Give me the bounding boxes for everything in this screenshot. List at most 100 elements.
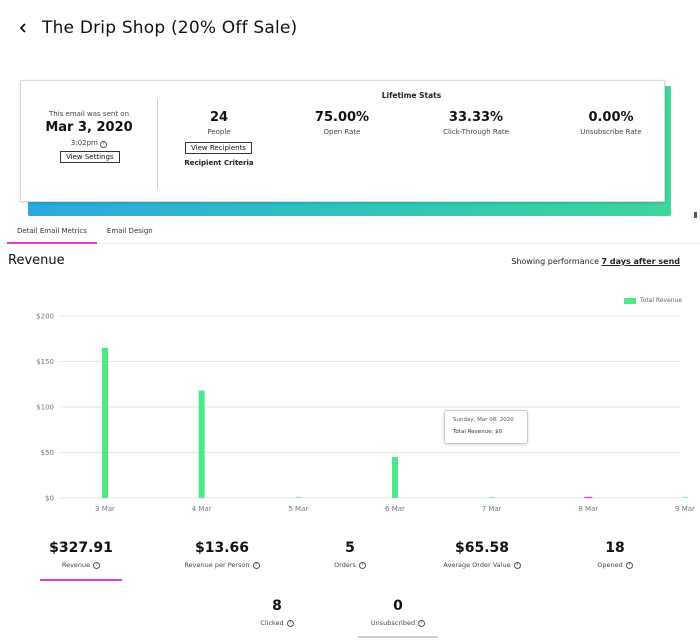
stat-click-through-rate: 33.33% Click-Through Rate: [416, 110, 536, 136]
stat-value: 0.00%: [588, 110, 634, 125]
y-tick-label: $0: [45, 495, 54, 503]
recipient-criteria-link[interactable]: Recipient Criteria: [184, 159, 254, 167]
metric-label-text: Clicked: [260, 619, 284, 627]
metric-label: Clicked?: [212, 619, 342, 627]
view-recipients-button[interactable]: View Recipients: [185, 142, 253, 154]
lifetime-stats-card: This email was sent on Mar 3, 2020 3:02p…: [20, 80, 671, 216]
stat-label: Unsubscribe Rate: [580, 128, 642, 136]
legend-label: Total Revenue: [640, 297, 683, 304]
help-icon[interactable]: ?: [513, 561, 521, 569]
metric-clicked[interactable]: 8 Clicked?: [212, 598, 342, 627]
page-header: The Drip Shop (20% Off Sale): [16, 16, 297, 40]
metric-orders[interactable]: 5 Orders?: [285, 540, 415, 569]
metric-label: Opened?: [550, 561, 680, 569]
stat-open-rate: 75.00% Open Rate: [282, 110, 402, 136]
stat-value: 75.00%: [314, 110, 370, 125]
x-tick-label: 4 Mar: [192, 505, 212, 513]
y-tick-label: $50: [41, 449, 54, 457]
metric-label: Revenue per Person?: [157, 561, 287, 569]
metric-label-text: Opened: [597, 561, 623, 569]
performance-window-link[interactable]: 7 days after send: [601, 257, 680, 266]
chart-bar[interactable]: [682, 496, 688, 498]
x-tick-label: 7 Mar: [482, 505, 502, 513]
tabs-divider: [0, 243, 700, 244]
help-icon[interactable]: ?: [286, 619, 294, 627]
y-tick-label: $200: [36, 313, 54, 321]
tab-bar: Detail Email Metrics Email Design: [7, 224, 163, 244]
metric-opened[interactable]: 18 Opened?: [550, 540, 680, 569]
metric-value: $13.66: [194, 540, 250, 556]
chevron-left-icon: [19, 23, 26, 33]
y-tick-label: $150: [36, 358, 54, 366]
metric-label-text: Orders: [334, 561, 356, 569]
sent-date: Mar 3, 2020: [45, 120, 133, 135]
stat-people: 24 People: [159, 110, 279, 136]
metric-value: 0: [393, 598, 403, 614]
stats-card-body: This email was sent on Mar 3, 2020 3:02p…: [20, 80, 665, 202]
chart-bar[interactable]: [102, 347, 108, 498]
x-tick-label: 3 Mar: [95, 505, 115, 513]
active-metric-underline: [40, 579, 122, 581]
help-icon[interactable]: ?: [100, 141, 108, 148]
x-tick-label: 8 Mar: [578, 505, 598, 513]
x-tick-label: 9 Mar: [675, 505, 695, 513]
metric-value: $65.58: [454, 540, 510, 556]
tab-email-design[interactable]: Email Design: [106, 227, 153, 235]
chart-bar[interactable]: [392, 457, 398, 498]
section-title: Revenue: [8, 253, 65, 268]
metric-value: 8: [272, 598, 282, 614]
chart-tooltip: Sunday, Mar 08, 2020 Total Revenue: $0: [444, 410, 528, 444]
metric-label-text: Unsubscribed: [370, 619, 416, 627]
chart-legend: Total Revenue: [624, 297, 682, 304]
metric-label: Orders?: [285, 561, 415, 569]
help-icon[interactable]: ?: [358, 561, 366, 569]
page-title: The Drip Shop (20% Off Sale): [42, 18, 298, 38]
metric-average-order-value[interactable]: $65.58 Average Order Value?: [417, 540, 547, 569]
tab-detail-email-metrics[interactable]: Detail Email Metrics: [7, 224, 97, 244]
sent-time-value: 3:02pm: [70, 139, 98, 147]
x-tick-label: 5 Mar: [288, 505, 308, 513]
metric-value: 18: [605, 540, 625, 556]
chart-bar[interactable]: [198, 390, 205, 498]
lifetime-stats-title: Lifetime Stats: [381, 91, 442, 100]
performance-window: Showing performance 7 days after send: [511, 257, 680, 266]
help-icon[interactable]: ?: [625, 561, 633, 569]
metric-underline: [358, 636, 438, 638]
revenue-chart: $0 $50 $100 $150 $200 3 Mar 4 Mar 5 Mar 6 Mar 7 M…: [36, 313, 695, 514]
help-icon[interactable]: ?: [418, 619, 426, 627]
chart-bar[interactable]: [295, 496, 302, 498]
metric-label: Unsubscribed?: [333, 619, 463, 627]
legend-swatch: [624, 297, 636, 304]
metric-label-text: Revenue per Person: [184, 561, 250, 569]
tooltip-value: Total Revenue: $0: [453, 429, 503, 435]
sent-label: This email was sent on: [48, 110, 130, 118]
metric-label: Average Order Value?: [417, 561, 547, 569]
sent-time: 3:02pm ?: [21, 139, 157, 148]
metric-label: Revenue?: [16, 561, 146, 569]
help-icon[interactable]: ?: [252, 561, 260, 569]
stat-label: Click-Through Rate: [443, 128, 509, 136]
divider: [157, 99, 158, 189]
stat-label: Open Rate: [323, 128, 361, 136]
metric-label-text: Average Order Value: [443, 561, 511, 569]
metric-unsubscribed[interactable]: 0 Unsubscribed?: [333, 598, 463, 627]
x-tick-label: 6 Mar: [385, 505, 405, 513]
view-settings-button[interactable]: View Settings: [60, 151, 120, 163]
stat-value: 33.33%: [448, 110, 504, 125]
metric-revenue-per-person[interactable]: $13.66 Revenue per Person?: [157, 540, 287, 569]
sent-info: This email was sent on Mar 3, 2020 3:02p…: [21, 81, 157, 203]
performance-prefix: Showing performance: [511, 257, 599, 266]
chart-bar[interactable]: [488, 496, 495, 498]
stat-unsubscribe-rate: 0.00% Unsubscribe Rate: [551, 110, 671, 136]
stat-label: People: [207, 128, 231, 136]
metric-revenue[interactable]: $327.91 Revenue?: [16, 540, 146, 569]
stat-value: 24: [209, 110, 229, 125]
back-button[interactable]: [16, 16, 30, 40]
chart-bar[interactable]: [584, 496, 593, 498]
metric-value: 5: [345, 540, 355, 556]
help-icon[interactable]: ?: [93, 561, 101, 569]
tooltip-date: Sunday, Mar 08, 2020: [453, 417, 514, 423]
metric-value: $327.91: [49, 540, 113, 556]
metric-label-text: Revenue: [61, 561, 91, 569]
scroll-handle[interactable]: [694, 212, 697, 218]
